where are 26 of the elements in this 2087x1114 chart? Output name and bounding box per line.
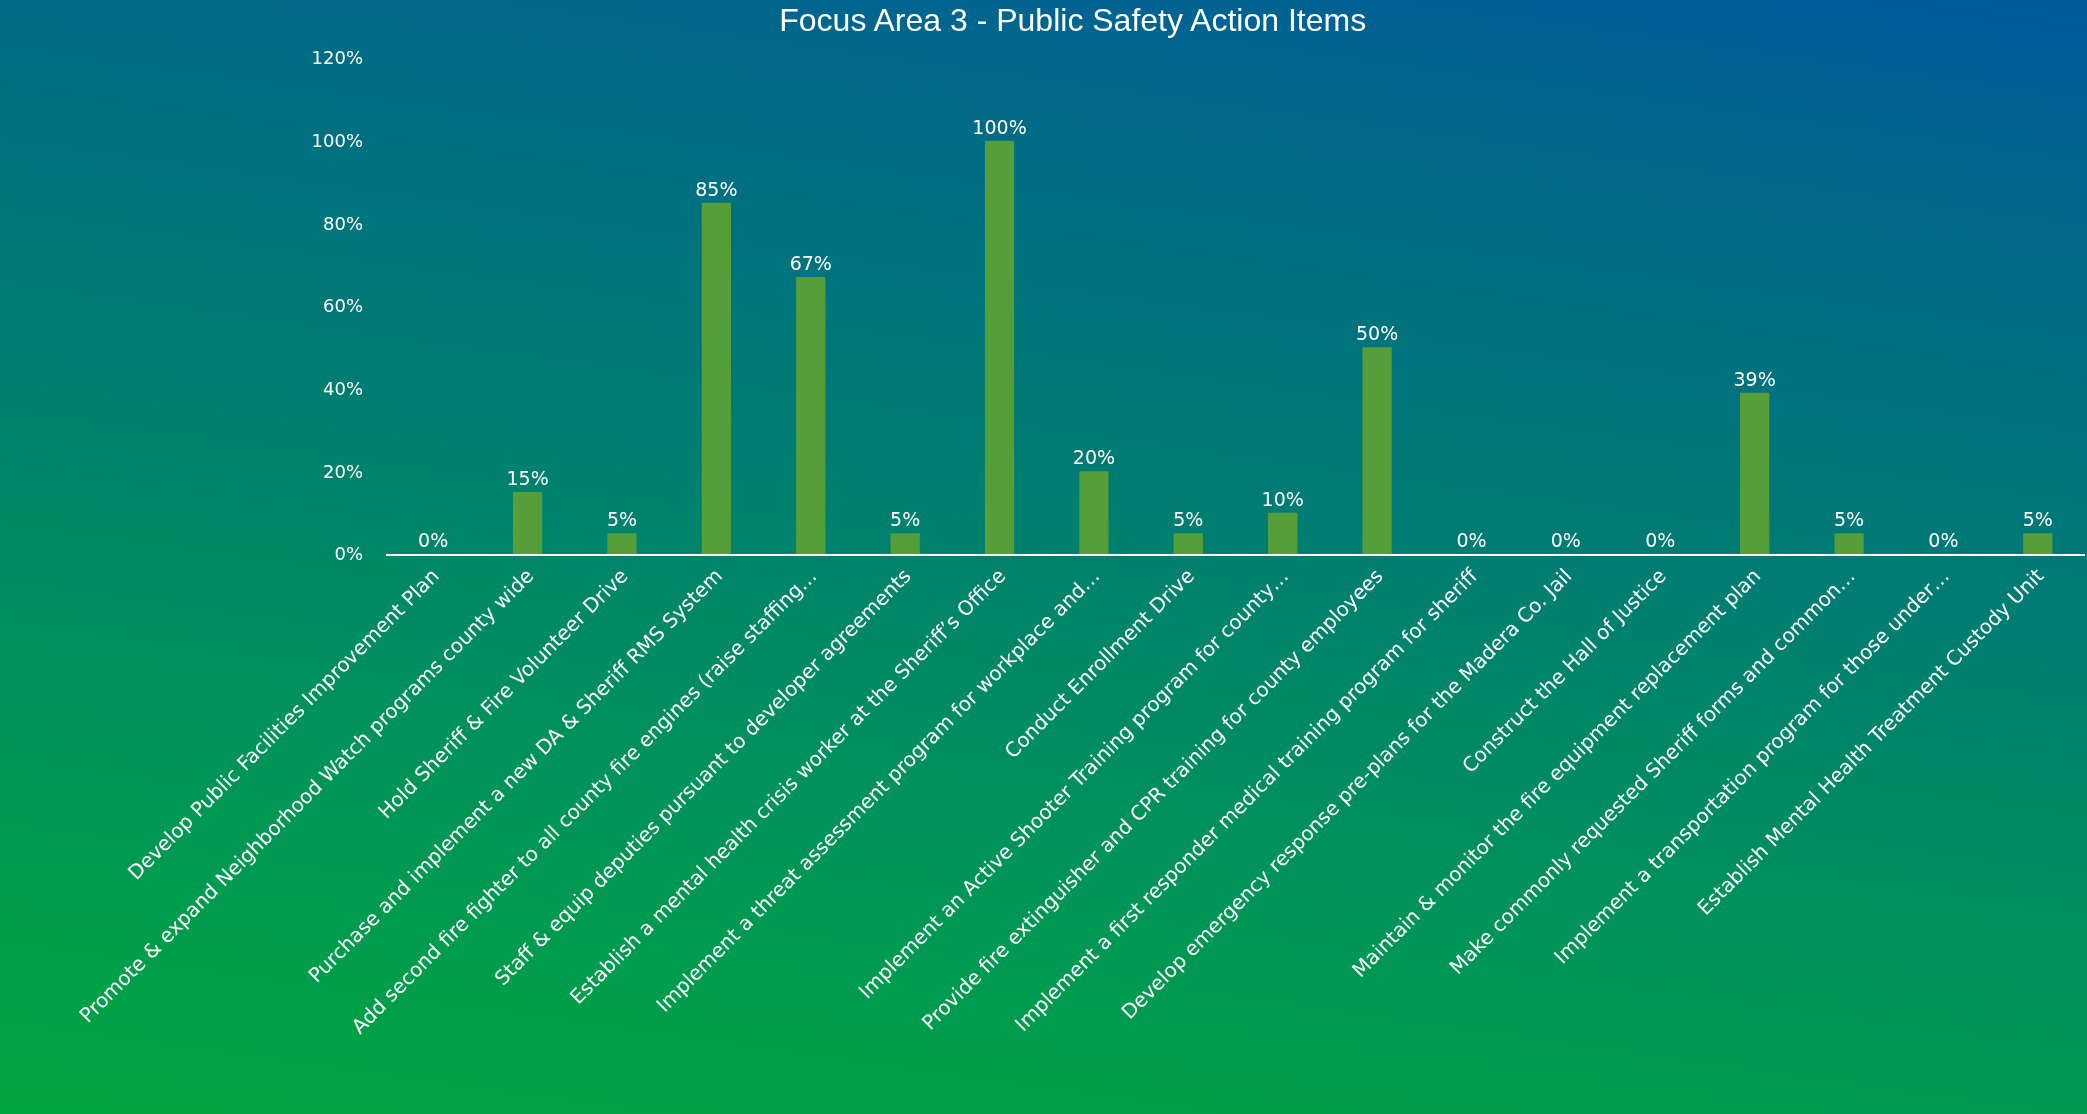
data-label: 67% (789, 252, 832, 275)
data-label: 85% (695, 177, 738, 200)
data-label: 15% (506, 467, 549, 489)
data-label: 50% (1355, 322, 1399, 345)
data-label: 0% (1456, 529, 1487, 551)
y-tick-label: 40% (322, 377, 363, 399)
y-tick-label: 120% (311, 47, 363, 69)
y-tick-label: 20% (322, 460, 363, 482)
chart-title: Focus Area 3 - Public Safety Action Items (779, 2, 1367, 39)
data-label: 5% (1833, 508, 1865, 531)
data-label: 5% (1173, 508, 1204, 531)
data-label: 39% (1733, 367, 1776, 390)
y-tick-label: 100% (311, 129, 363, 151)
data-label: 0% (418, 529, 449, 551)
y-tick-label: 80% (322, 212, 363, 234)
data-label: 0% (1550, 529, 1581, 551)
data-label: 5% (890, 508, 921, 531)
data-label: 20% (1072, 446, 1116, 469)
data-label: 0% (1645, 529, 1676, 551)
data-label: 5% (606, 508, 638, 531)
data-label: 100% (972, 115, 1027, 138)
y-tick-label: 60% (322, 295, 363, 317)
y-tick-label: 0% (334, 543, 363, 565)
data-label: 10% (1261, 487, 1304, 510)
data-label: 0% (1928, 529, 1959, 551)
data-label: 5% (2022, 508, 2053, 531)
